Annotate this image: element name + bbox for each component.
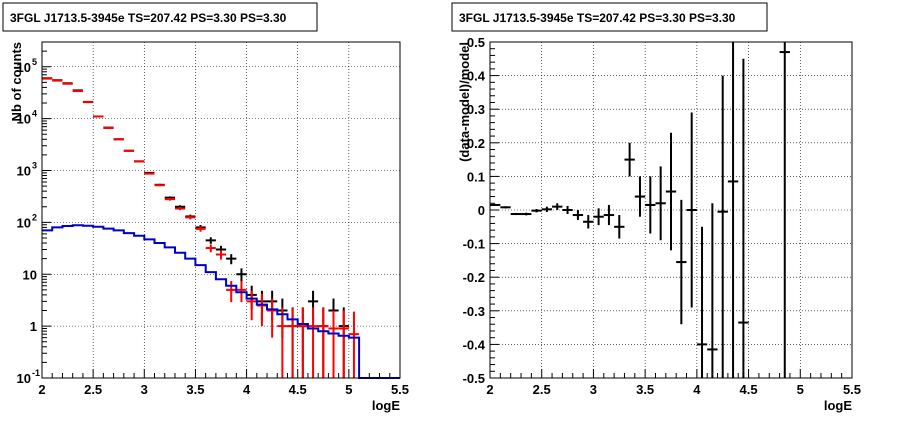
right-y-tick-label: 0.1 xyxy=(467,169,485,184)
right-x-tick-label: 2 xyxy=(486,382,493,397)
left-data-point-1 xyxy=(114,139,124,140)
left-panel: 3FGL J1713.5-3945e TS=207.42 PS=3.30 PS=… xyxy=(3,3,409,413)
right-chart-title: 3FGL J1713.5-3945e TS=207.42 PS=3.30 PS=… xyxy=(459,11,736,25)
left-x-tick-label: 5.5 xyxy=(391,382,409,397)
left-y-tick-exponent: 4 xyxy=(32,109,37,119)
left-x-tick-label: 4 xyxy=(243,382,251,397)
right-x-tick-label: 5 xyxy=(797,382,804,397)
right-x-tick-label: 4 xyxy=(693,382,701,397)
right-data-point-0 xyxy=(521,213,531,216)
right-y-tick-label: -0.5 xyxy=(463,371,485,386)
right-data-point-0 xyxy=(511,213,521,215)
left-x-tick-label: 2.5 xyxy=(84,382,102,397)
right-y-axis-label: (data-model)/model xyxy=(457,42,472,162)
left-data-point-1 xyxy=(124,150,134,151)
right-y-tick-label: -0.4 xyxy=(463,337,486,352)
left-x-tick-label: 3.5 xyxy=(186,382,204,397)
left-data-point-1 xyxy=(144,173,154,175)
left-x-tick-label: 5 xyxy=(345,382,352,397)
left-data-point-1 xyxy=(103,128,113,129)
left-data-point-1 xyxy=(155,184,165,186)
right-x-tick-label: 4.5 xyxy=(740,382,758,397)
left-chart-title: 3FGL J1713.5-3945e TS=207.42 PS=3.30 PS=… xyxy=(10,11,287,25)
right-y-tick-label: -0.1 xyxy=(463,237,485,252)
right-plot-area: 2 2.5 3 3.5 4 4.5 5 5.5 -0.5 -0.4 -0.3 -0.2 -0.1 0 0.1… xyxy=(463,35,861,397)
left-y-tick-label: 10 xyxy=(17,371,31,386)
right-x-tick-label: 3.5 xyxy=(636,382,654,397)
left-y-tick-label: 10 xyxy=(17,215,31,230)
left-y-tick-label: 10 xyxy=(17,164,31,179)
right-data-point-0 xyxy=(490,204,500,206)
left-data-point-1 xyxy=(134,161,144,162)
right-panel: 3FGL J1713.5-3945e TS=207.42 PS=3.30 PS=… xyxy=(452,3,861,413)
left-y-tick-exponent: 3 xyxy=(32,161,37,171)
right-x-tick-label: 2.5 xyxy=(533,382,551,397)
left-y-tick-label: 10 xyxy=(23,267,37,282)
right-data-point-0 xyxy=(500,206,510,208)
left-y-tick-exponent: 5 xyxy=(32,57,37,67)
left-y-tick-exponent: 2 xyxy=(32,212,37,222)
left-x-tick-label: 4.5 xyxy=(289,382,307,397)
right-y-tick-label: -0.2 xyxy=(463,270,485,285)
left-x-tick-label: 2 xyxy=(38,382,45,397)
right-x-tick-label: 5.5 xyxy=(843,382,861,397)
right-y-tick-label: -0.3 xyxy=(463,304,485,319)
left-x-axis-label: logE xyxy=(372,398,400,413)
right-x-axis-label: logE xyxy=(824,398,852,413)
left-y-tick-label: 1 xyxy=(30,319,37,334)
left-y-axis-label: Nb of counts xyxy=(9,42,24,121)
right-x-tick-label: 3 xyxy=(590,382,597,397)
right-y-tick-label: 0 xyxy=(478,203,485,218)
left-x-tick-label: 3 xyxy=(141,382,148,397)
left-y-tick-exponent: -1 xyxy=(32,368,40,378)
